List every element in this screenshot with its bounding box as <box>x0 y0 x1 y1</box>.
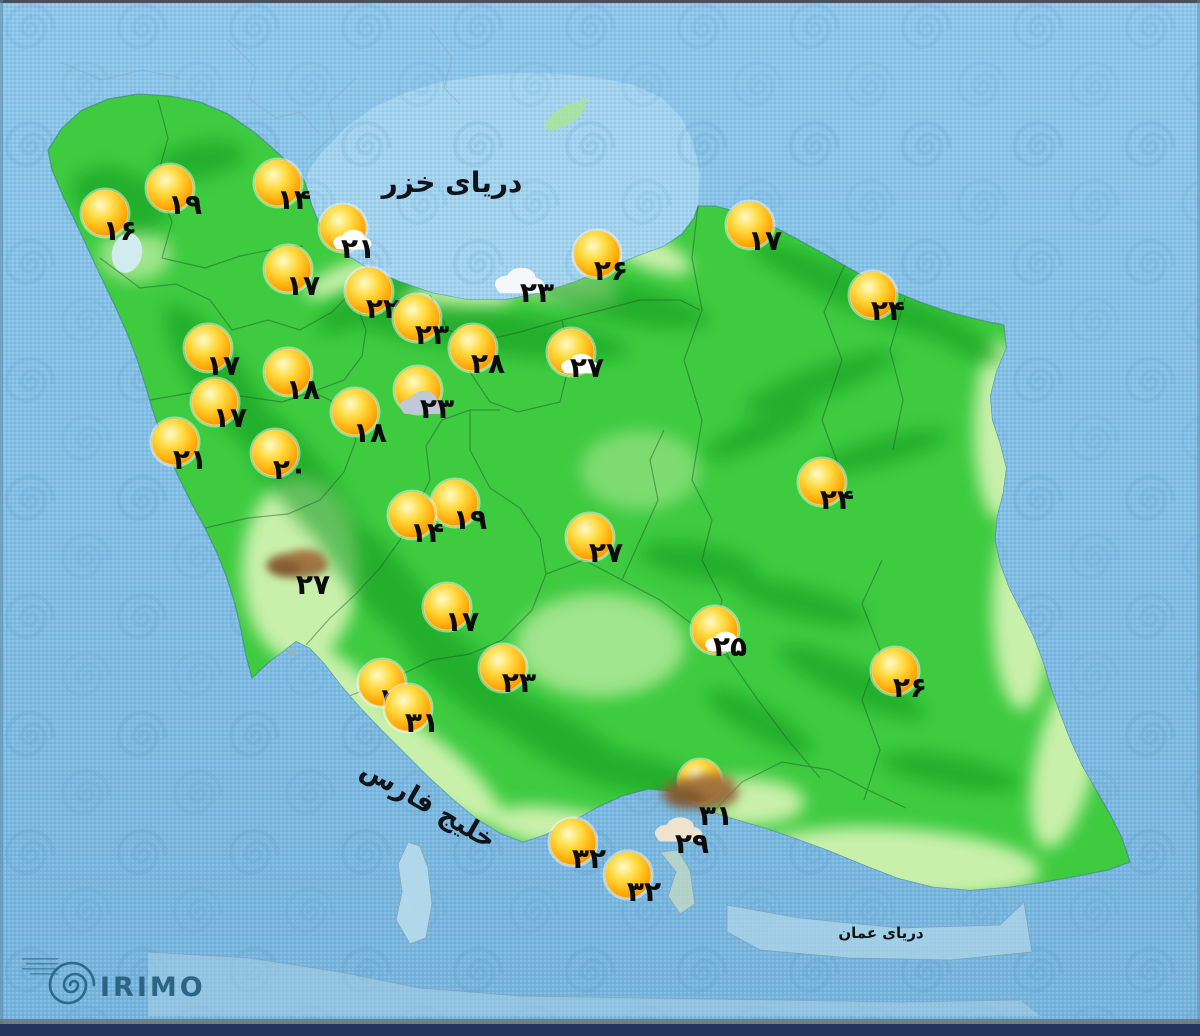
organization-fine-print <box>22 958 58 975</box>
temperature-label: ۲۳ <box>415 318 449 351</box>
temperature-label: ۳۱ <box>405 706 439 739</box>
irimo-logo-text: IRIMO <box>100 972 206 1003</box>
bottom-frame-line <box>0 1019 1200 1025</box>
left-frame-border <box>0 0 3 1036</box>
temperature-label: ۲۴ <box>820 483 854 516</box>
temperature-label: ۳۱ <box>699 799 733 832</box>
lake-urmia <box>111 233 143 273</box>
arabian-coast-line <box>147 951 1021 1003</box>
bottom-frame-bar <box>0 1024 1200 1036</box>
oman-sea-patch <box>726 901 1033 961</box>
temperature-label: ۲۶ <box>594 254 628 287</box>
temperature-label: ۲۱ <box>173 443 207 476</box>
temperature-label: ۱۹ <box>168 188 202 221</box>
temperature-label: ۱۷ <box>213 401 247 434</box>
temperature-label: ۲۵ <box>713 630 747 663</box>
temperature-label: ۱۴ <box>277 183 311 216</box>
temperature-label: ۱۸ <box>286 373 320 406</box>
temperature-label: ۱۷ <box>206 349 240 382</box>
temperature-label: ۲۹ <box>675 827 709 860</box>
temperature-label: ۱۸ <box>353 416 387 449</box>
temperature-label: ۲۳ <box>520 276 554 309</box>
temperature-label: ۲۸ <box>471 347 505 380</box>
right-frame-border <box>1197 0 1200 1036</box>
top-frame-border <box>0 0 1200 3</box>
temperature-label: ۲۴ <box>871 294 905 327</box>
oman-sea-label: دریای عمان <box>838 924 924 942</box>
temperature-label: ۲۳ <box>502 666 536 699</box>
temperature-label: ۲۳ <box>420 392 454 425</box>
temperature-label: ۲۱ <box>341 232 375 265</box>
temperature-label: ۲۷ <box>570 351 604 384</box>
caspian-sea-label: دریای خزر <box>380 166 523 199</box>
temperature-label: ۱۷ <box>748 224 782 257</box>
temperature-label: ۱۷ <box>445 605 479 638</box>
neighbor-borders <box>59 27 461 161</box>
temperature-label: ۱۴ <box>410 516 444 549</box>
absheron-peninsula <box>544 97 588 131</box>
temperature-label: ۳۲ <box>572 842 606 875</box>
temperature-label: ۱۶ <box>103 214 137 247</box>
temperature-label: ۱۹ <box>453 503 487 536</box>
arabian-coast-band <box>148 952 1040 1016</box>
temperature-label: ۲۷ <box>589 536 623 569</box>
qatar-peninsula <box>395 841 433 945</box>
temperature-label: ۲۰ <box>273 453 307 486</box>
temperature-label: ۳۲ <box>627 875 661 908</box>
musandam-peninsula <box>659 849 696 915</box>
temperature-label: ۲۷ <box>296 568 330 601</box>
temperature-label: ۱۷ <box>286 269 320 302</box>
temperature-label: ۲۶ <box>893 671 927 704</box>
irimo-logo: IRIMO <box>22 958 206 1005</box>
